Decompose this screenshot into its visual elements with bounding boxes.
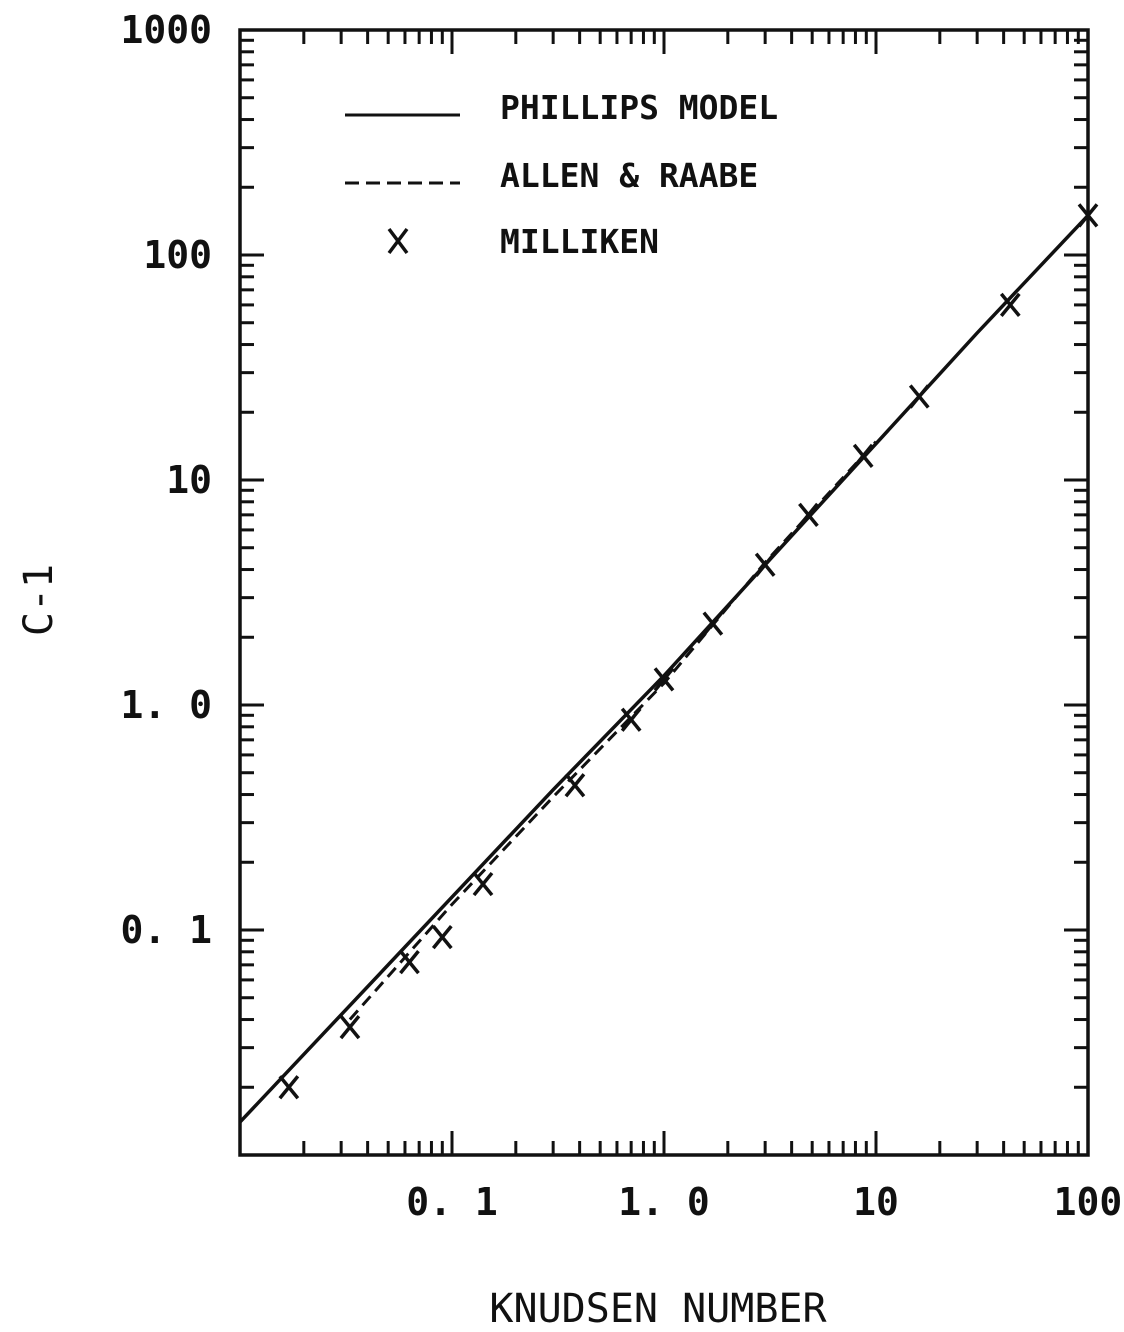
marker-stroke — [1077, 203, 1099, 228]
milliken-x-marker — [620, 707, 642, 732]
marker-stroke — [852, 443, 874, 468]
series-line-phillips — [238, 214, 1090, 1124]
y-tick-label: 10 — [166, 458, 212, 502]
milliken-x-marker — [999, 292, 1021, 318]
x-tick-label: 100 — [1054, 1180, 1123, 1224]
y-tick-label: 1000 — [120, 8, 212, 52]
marker-stroke — [431, 924, 453, 950]
marker-stroke — [653, 667, 675, 692]
marker-stroke — [798, 502, 819, 527]
legend-label-milliken: MILLIKEN — [500, 222, 659, 261]
milliken-x-marker — [278, 1075, 300, 1100]
marker-stroke — [278, 1075, 300, 1100]
x-tick-label: 1. 0 — [618, 1180, 710, 1224]
marker-stroke — [908, 384, 930, 409]
milliken-x-marker — [908, 384, 930, 409]
marker-stroke — [620, 707, 642, 732]
marker-stroke — [754, 552, 776, 577]
milliken-x-marker — [754, 552, 776, 577]
milliken-x-marker — [852, 443, 874, 468]
marker-stroke — [999, 292, 1021, 318]
tick-marks-group — [240, 30, 1088, 1155]
legend: PHILLIPS MODEL ALLEN & RAABE MILLIKEN — [345, 88, 778, 261]
marker-stroke — [564, 773, 586, 798]
milliken-x-marker — [798, 502, 819, 527]
milliken-x-marker — [1077, 203, 1099, 228]
milliken-x-marker — [431, 924, 453, 950]
milliken-x-marker — [339, 1015, 361, 1040]
x-axis-title: KNUDSEN NUMBER — [489, 1286, 827, 1332]
y-tick-label: 1. 0 — [120, 683, 212, 727]
milliken-x-marker — [564, 773, 586, 798]
milliken-x-marker — [653, 667, 675, 692]
milliken-x-marker — [702, 611, 724, 636]
y-tick-label: 0. 1 — [120, 908, 212, 952]
markers-group — [278, 203, 1099, 1100]
x-tick-label: 10 — [853, 1180, 899, 1224]
series-line-allen-raabe — [348, 440, 878, 1021]
y-axis-title: C-1 — [16, 564, 62, 636]
legend-label-allen-raabe: ALLEN & RAABE — [500, 156, 758, 195]
legend-x-marker-icon — [387, 227, 409, 255]
marker-stroke — [339, 1015, 361, 1040]
series-lines-group — [238, 214, 1090, 1124]
legend-label-phillips: PHILLIPS MODEL — [500, 88, 778, 127]
x-tick-label: 0. 1 — [406, 1180, 498, 1224]
marker-stroke — [702, 611, 724, 636]
y-tick-label: 100 — [143, 233, 212, 277]
milliken-x-marker — [399, 949, 420, 975]
marker-stroke — [399, 949, 420, 975]
marker-stroke — [472, 871, 494, 897]
milliken-x-marker — [472, 871, 494, 897]
